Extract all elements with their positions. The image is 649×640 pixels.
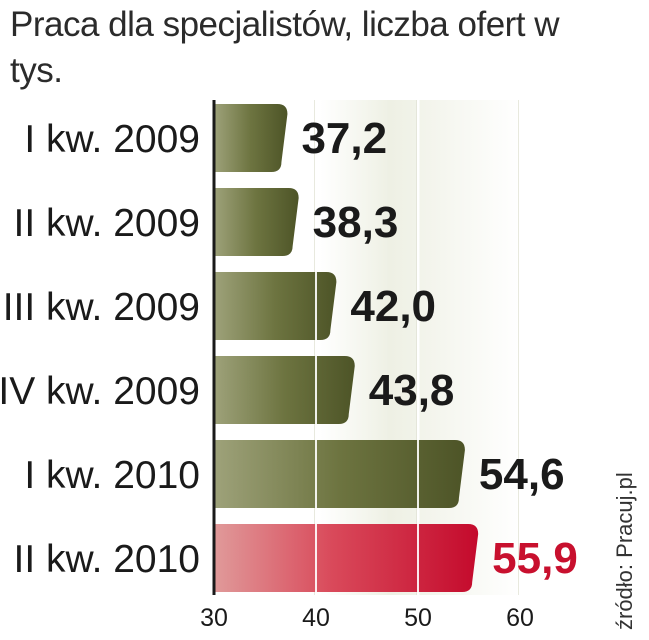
- category-labels: I kw. 2009 II kw. 2009 III kw. 2009 IV kw. …: [0, 118, 200, 581]
- x-tick-label: 40: [302, 604, 330, 632]
- data-label: 42,0: [350, 282, 436, 331]
- category-label: IV kw. 2009: [0, 370, 200, 413]
- bar: [214, 272, 337, 340]
- category-label: I kw. 2009: [24, 118, 200, 161]
- data-label: 37,2: [301, 114, 387, 163]
- bar: [214, 188, 299, 256]
- x-tick-labels: 30 40 50 60: [200, 604, 534, 632]
- x-tick-label: 50: [404, 604, 432, 632]
- value-labels: 37,2 38,3 42,0 43,8 54,6 55,9: [301, 114, 577, 583]
- plot-background: [320, 100, 520, 595]
- x-tick-label: 30: [200, 604, 228, 632]
- category-label: II kw. 2010: [14, 538, 200, 581]
- data-label: 54,6: [479, 450, 565, 499]
- bars: [214, 104, 521, 595]
- category-label: III kw. 2009: [3, 286, 200, 329]
- category-label: I kw. 2010: [24, 454, 200, 497]
- bar: [214, 104, 288, 172]
- chart-title: Praca dla specjalistów, liczba ofert w t…: [10, 5, 560, 90]
- category-label: II kw. 2009: [14, 202, 200, 245]
- bar: [214, 524, 479, 592]
- source-note: źródło: Pracuj.pl: [612, 472, 637, 630]
- data-label: 38,3: [313, 198, 399, 247]
- data-label: 55,9: [492, 534, 578, 583]
- bar: [214, 356, 355, 424]
- x-tick-label: 60: [506, 604, 534, 632]
- data-label: 43,8: [369, 366, 455, 415]
- bar: [214, 440, 465, 508]
